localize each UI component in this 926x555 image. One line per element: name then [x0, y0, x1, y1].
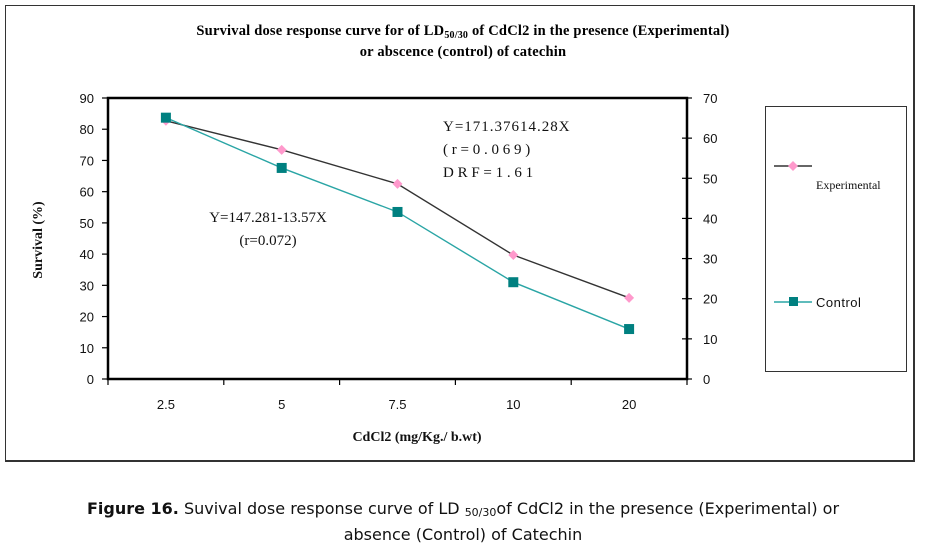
caption-line-1: Figure 16. Suvival dose response curve o…	[0, 496, 926, 522]
x-axis-label: CdCl2 (mg/Kg./ b.wt)	[352, 430, 481, 445]
data-point-square	[160, 112, 171, 123]
legend-control-square-icon	[789, 297, 798, 306]
y2-tick-label: 70	[703, 91, 717, 106]
y-tick-label: 20	[80, 310, 94, 325]
experimental-equation-annotation: Y=171.37614.28X ( r = 0 . 0 6 9 ) D R F …	[443, 119, 571, 181]
y2-tick-label: 40	[703, 211, 717, 226]
y2-tick-label: 50	[703, 171, 717, 186]
y2-tick-label: 20	[703, 292, 717, 307]
legend-experimental-diamond-icon	[788, 161, 798, 171]
legend-item-control: Control	[774, 295, 861, 310]
x-tick-label: 2.5	[157, 397, 175, 412]
control-equation-annotation: Y=147.281-13.57X (r=0.072)	[209, 210, 327, 249]
data-point-square	[624, 324, 635, 335]
title-suffix: of CdCl2 in the presence (Experimental)	[468, 23, 730, 39]
title-subscript: 50/30	[444, 30, 469, 41]
control-equation: Y=147.281-13.57X	[209, 210, 327, 226]
y-axis-label: Survival (%)	[31, 201, 46, 279]
plot-area-border	[106, 96, 689, 381]
drf-value: D R F = 1 . 6 1	[443, 165, 533, 181]
data-point-square	[392, 206, 403, 217]
y-tick-label: 60	[80, 185, 94, 200]
data-point-diamond	[276, 144, 287, 155]
control-r-value: (r=0.072)	[239, 233, 296, 249]
data-point-diamond	[392, 178, 403, 189]
x-tick-label: 7.5	[388, 397, 406, 412]
legend-svg: Experimental Control	[774, 161, 881, 310]
axes	[106, 96, 689, 381]
y2-tick-label: 60	[703, 131, 717, 146]
caption-text-a: Suvival dose response curve of LD	[178, 499, 465, 518]
data-point-square	[508, 277, 519, 288]
chart-frame	[5, 5, 915, 462]
chart-title-line-1: Survival dose response curve for of LD50…	[0, 21, 926, 42]
chart-title-line-2: or abscence (control) of catechin	[359, 44, 567, 60]
x-axis-ticks: 2.5 5 7.5 10 20	[107, 379, 688, 412]
y2-tick-label: 0	[703, 372, 710, 387]
title-prefix: Survival dose response curve for of LD	[196, 23, 445, 39]
y-tick-label: 0	[87, 372, 94, 387]
left-y-axis-ticks: 0 10 20 30 40 50 60 70 80 90	[80, 91, 108, 387]
x-tick-label: 10	[506, 397, 520, 412]
y2-tick-label: 10	[703, 332, 717, 347]
y-tick-label: 30	[80, 278, 94, 293]
experimental-equation: Y=171.37614.28X	[443, 119, 571, 135]
y-tick-label: 10	[80, 341, 94, 356]
caption-figure-label: Figure 16.	[86, 499, 179, 518]
experimental-r-value: ( r = 0 . 0 6 9 )	[443, 142, 530, 158]
legend-control-label: Control	[816, 295, 861, 310]
y2-tick-label: 30	[703, 252, 717, 267]
series-control	[160, 112, 635, 335]
legend: Experimental Control	[765, 106, 907, 372]
line-chart: 0 10 20 30 40 50 60 70 80 90 0 10 20 30 40 50 60 70 2.5 5…	[31, 91, 717, 445]
right-y-axis-ticks: 0 10 20 30 40 50 60 70	[682, 91, 717, 387]
x-tick-label: 20	[622, 397, 636, 412]
caption-line-2: absence (Control) of Catechin	[343, 525, 583, 544]
series-group	[160, 112, 635, 335]
chart-title: Survival dose response curve for of LD50…	[0, 21, 926, 63]
legend-item-experimental: Experimental	[774, 161, 881, 192]
data-point-square	[276, 162, 287, 173]
data-point-diamond	[508, 250, 519, 261]
y-tick-label: 80	[80, 122, 94, 137]
y-tick-label: 50	[80, 216, 94, 231]
legend-experimental-label: Experimental	[816, 178, 881, 192]
x-tick-label: 5	[278, 397, 285, 412]
y-tick-label: 90	[80, 91, 94, 106]
y-tick-label: 70	[80, 153, 94, 168]
data-point-diamond	[624, 292, 635, 303]
figure-caption: Figure 16. Suvival dose response curve o…	[0, 496, 926, 548]
caption-subscript: 50/30	[464, 506, 497, 519]
y-tick-label: 40	[80, 247, 94, 262]
caption-text-b: of CdCl2 in the presence (Experimental) …	[496, 499, 840, 518]
